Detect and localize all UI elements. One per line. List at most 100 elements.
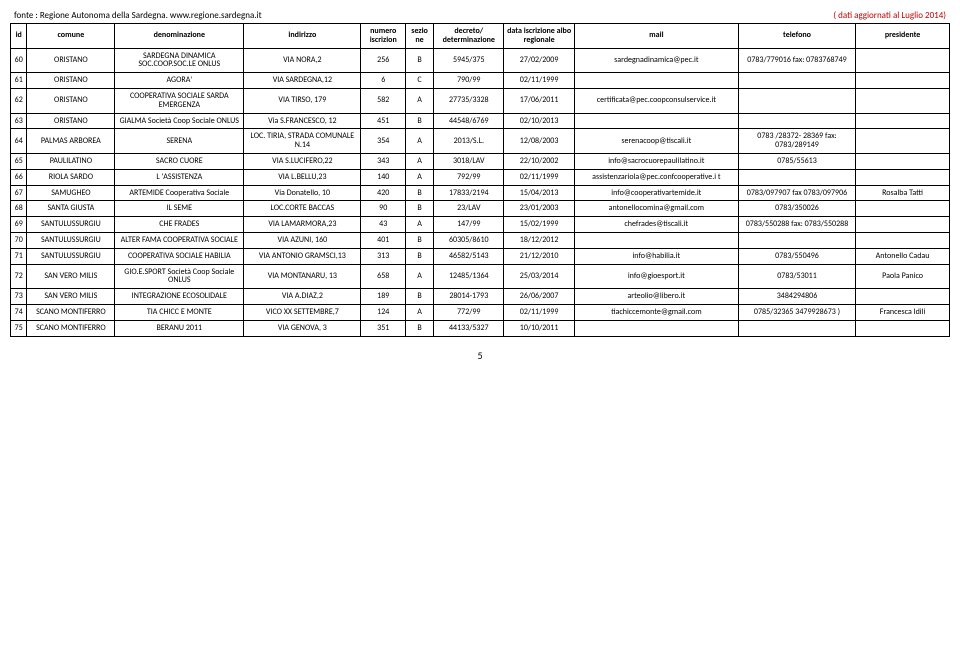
cell-id: 72 [11,264,27,289]
cell-indir: Via Donatello, 10 [244,185,361,201]
cell-id: 67 [11,185,27,201]
cell-mail: chefrades@tiscali.it [574,217,738,233]
cell-data: 15/04/2013 [504,185,574,201]
cell-pres [856,320,950,336]
cell-comune: SCANO MONTIFERRO [27,304,115,320]
cell-sez: B [406,289,434,305]
cell-data: 10/10/2011 [504,320,574,336]
table-row: 72SAN VERO MILISGIO.E.SPORT Società Coop… [11,264,950,289]
cell-id: 63 [11,113,27,129]
cell-data: 21/12/2010 [504,248,574,264]
col-numero: numero iscrizion [361,24,406,49]
cell-comune: SANTULUSSURGIU [27,217,115,233]
cell-denom: INTEGRAZIONE ECOSOLIDALE [115,289,244,305]
table-row: 70SANTULUSSURGIUALTER FAMA COOPERATIVA S… [11,232,950,248]
cell-tel [738,169,855,185]
cell-decr: 772/99 [434,304,504,320]
cell-denom: SACRO CUORE [115,153,244,169]
cell-pres: Antonello Cadau [856,248,950,264]
cell-sez: B [406,113,434,129]
cell-comune: SANTULUSSURGIU [27,232,115,248]
cell-comune: SAN VERO MILIS [27,264,115,289]
table-row: 71SANTULUSSURGIUCOOPERATIVA SOCIALE HABI… [11,248,950,264]
cell-tel [738,88,855,113]
cell-id: 65 [11,153,27,169]
table-row: 74SCANO MONTIFERROTIA CHICC E MONTEVICO … [11,304,950,320]
cell-indir: VIA ANTONIO GRAMSCI,13 [244,248,361,264]
table-row: 63ORISTANOGIALMA Società Coop Sociale ON… [11,113,950,129]
cell-pres [856,289,950,305]
cell-data: 25/03/2014 [504,264,574,289]
cell-id: 60 [11,48,27,73]
cell-decr: 147/99 [434,217,504,233]
col-indirizzo: indirizzo [244,24,361,49]
cell-data: 26/06/2007 [504,289,574,305]
table-row: 65PAULILATINOSACRO CUOREVIA S.LUCIFERO,2… [11,153,950,169]
cell-sez: B [406,232,434,248]
cell-id: 71 [11,248,27,264]
cell-decr: 44133/5327 [434,320,504,336]
cell-pres: Rosalba Tatti [856,185,950,201]
cell-data: 02/11/1999 [504,73,574,89]
cell-denom: COOPERATIVA SOCIALE SARDA EMERGENZA [115,88,244,113]
cell-num: 354 [361,129,406,154]
col-sezione: sezio ne [406,24,434,49]
col-telefono: telefono [738,24,855,49]
cell-indir: VIA MONTANARU, 13 [244,264,361,289]
cell-data: 17/06/2011 [504,88,574,113]
cell-tel [738,113,855,129]
cell-denom: COOPERATIVA SOCIALE HABILIA [115,248,244,264]
cell-data: 02/11/1999 [504,169,574,185]
cell-denom: BERANU 2011 [115,320,244,336]
cell-decr: 28014-1793 [434,289,504,305]
cell-denom: ALTER FAMA COOPERATIVA SOCIALE [115,232,244,248]
cell-num: 420 [361,185,406,201]
cell-comune: ORISTANO [27,88,115,113]
col-presidente: presidente [856,24,950,49]
cell-id: 73 [11,289,27,305]
cell-pres [856,201,950,217]
cell-id: 66 [11,169,27,185]
cell-mail: info@habilia.it [574,248,738,264]
table-row: 61ORISTANOAGORA'VIA SARDEGNA,126C790/990… [11,73,950,89]
cell-decr: 60305/8610 [434,232,504,248]
cell-tel [738,232,855,248]
table-row: 68SANTA GIUSTAIL SEMELOC.CORTE BACCAS90B… [11,201,950,217]
cell-sez: B [406,48,434,73]
cell-denom: IL SEME [115,201,244,217]
cell-mail: certificata@pec.coopconsulservice.it [574,88,738,113]
cell-mail [574,73,738,89]
cell-num: 351 [361,320,406,336]
table-row: 64PALMAS ARBOREASERENALOC. TIRIA, STRADA… [11,129,950,154]
cell-id: 68 [11,201,27,217]
cell-num: 451 [361,113,406,129]
cell-denom: ARTEMIDE Cooperativa Sociale [115,185,244,201]
cell-comune: SAN VERO MILIS [27,289,115,305]
cell-pres: Francesca Idili [856,304,950,320]
cell-comune: ORISTANO [27,73,115,89]
cell-indir: VIA A.DIAZ,2 [244,289,361,305]
cell-tel: 0785/55613 [738,153,855,169]
cell-decr: 792/99 [434,169,504,185]
cell-indir: Via S.FRANCESCO, 12 [244,113,361,129]
page-number: 5 [10,349,950,362]
cell-denom: GIO.E.SPORT Società Coop Sociale ONLUS [115,264,244,289]
cell-num: 658 [361,264,406,289]
cell-pres [856,232,950,248]
cell-id: 74 [11,304,27,320]
cell-comune: SANTULUSSURGIU [27,248,115,264]
cell-mail: serenacoop@tiscali.it [574,129,738,154]
cell-pres: Paola Panico [856,264,950,289]
cell-indir: VIA L.BELLU,23 [244,169,361,185]
cell-id: 64 [11,129,27,154]
cell-pres [856,48,950,73]
table-header-row: id comune denominazione indirizzo numero… [11,24,950,49]
cell-mail [574,232,738,248]
cell-indir: LOC. TIRIA, STRADA COMUNALE N.14 [244,129,361,154]
table-body: 60ORISTANOSARDEGNA DINAMICA SOC.COOP.SOC… [11,48,950,336]
cell-pres [856,73,950,89]
cell-indir: VICO XX SETTEMBRE,7 [244,304,361,320]
cell-denom: TIA CHICC E MONTE [115,304,244,320]
cell-sez: B [406,201,434,217]
cell-sez: B [406,185,434,201]
